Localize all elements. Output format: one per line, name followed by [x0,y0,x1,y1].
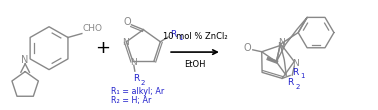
Text: EtOH: EtOH [184,60,206,69]
Text: R₁ = alkyl; Ar: R₁ = alkyl; Ar [111,87,164,96]
Text: R: R [287,78,294,87]
Text: R: R [292,68,298,77]
Text: N: N [277,41,284,50]
Text: 1: 1 [178,35,183,41]
Text: +: + [95,39,110,57]
Text: R₂ = H; Ar: R₂ = H; Ar [111,96,151,105]
Text: 1: 1 [300,73,305,79]
Text: 2: 2 [295,84,300,90]
Text: N: N [130,58,137,67]
Text: O: O [243,43,251,53]
Text: N: N [278,38,285,47]
Text: R: R [133,74,139,83]
Text: O: O [124,17,131,27]
Text: CHO: CHO [83,24,103,33]
Text: 10 mol % ZnCl₂: 10 mol % ZnCl₂ [163,32,227,41]
Text: N: N [292,59,299,68]
Text: N: N [122,38,129,47]
Text: R: R [170,30,177,39]
Text: N: N [22,55,29,65]
Text: 2: 2 [141,80,145,86]
